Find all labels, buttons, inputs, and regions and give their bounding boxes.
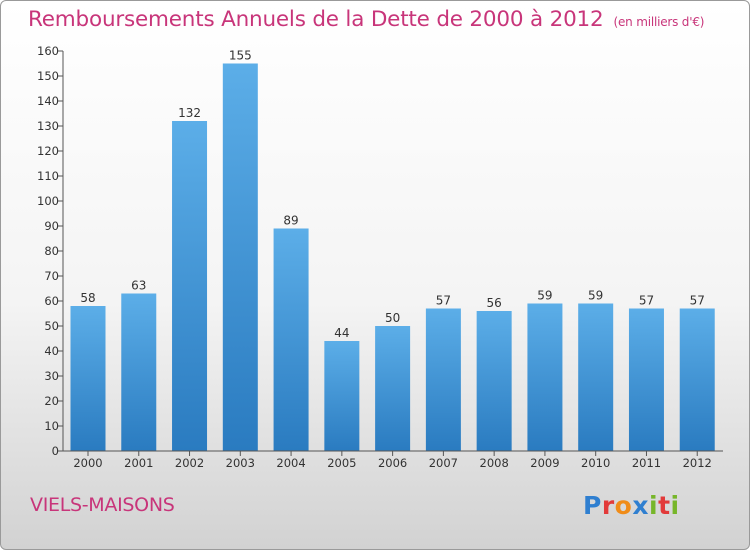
- x-tick-label: 2009: [530, 456, 559, 470]
- bar-2002: [172, 121, 208, 451]
- bar-2000: [70, 306, 106, 451]
- data-label: 57: [436, 294, 451, 308]
- bar-2012: [679, 308, 715, 451]
- y-tick-label: 0: [52, 444, 59, 458]
- logo-letter: x: [632, 491, 649, 520]
- y-tick-label: 50: [44, 319, 59, 333]
- x-tick-label: 2007: [429, 456, 458, 470]
- chart-title: Remboursements Annuels de la Dette de 20…: [28, 7, 704, 32]
- y-tick-label: 30: [44, 369, 59, 383]
- y-tick-label: 10: [44, 419, 59, 433]
- bar-2009: [527, 303, 563, 451]
- proxiti-logo: Proxiti: [583, 491, 680, 520]
- x-tick-label: 2004: [276, 456, 305, 470]
- data-label: 58: [80, 291, 95, 305]
- y-tick-label: 60: [44, 294, 59, 308]
- x-tick-label: 2006: [378, 456, 407, 470]
- logo-letter: r: [601, 491, 615, 520]
- logo-letter: P: [583, 491, 602, 520]
- data-label: 63: [131, 279, 146, 293]
- y-tick-label: 130: [37, 119, 59, 133]
- bar-2005: [324, 341, 360, 451]
- y-tick-label: 70: [44, 269, 59, 283]
- y-tick-label: 140: [37, 94, 59, 108]
- bar-2011: [628, 308, 664, 451]
- y-tick-label: 40: [44, 344, 59, 358]
- data-label: 89: [283, 214, 298, 228]
- bar-2004: [273, 228, 309, 451]
- x-tick-label: 2000: [73, 456, 102, 470]
- x-tick-label: 2011: [632, 456, 661, 470]
- y-tick-label: 150: [37, 69, 59, 83]
- logo-letter: t: [658, 491, 671, 520]
- bar-series: 58 63 132 155 89 44 50 57 56 59 59 57 57: [70, 49, 715, 451]
- y-axis: 0 10 20 30 40 50 60 70 80 90 100 110 120 130 140 150 160: [37, 44, 64, 458]
- data-label: 44: [334, 326, 349, 340]
- y-tick-label: 160: [37, 44, 59, 58]
- y-tick-label: 120: [37, 144, 59, 158]
- y-tick-label: 80: [44, 244, 59, 258]
- chart-title-text: Remboursements Annuels de la Dette de 20…: [28, 7, 604, 32]
- bar-2007: [425, 308, 461, 451]
- data-label: 56: [487, 296, 502, 310]
- bar-2010: [578, 303, 614, 451]
- y-tick-label: 90: [44, 219, 59, 233]
- data-label: 57: [690, 294, 705, 308]
- x-tick-label: 2010: [581, 456, 610, 470]
- logo-letter: o: [614, 491, 633, 520]
- x-tick-label: 2002: [175, 456, 204, 470]
- logo-letter: i: [649, 491, 659, 520]
- data-label: 59: [588, 289, 603, 303]
- x-tick-label: 2008: [480, 456, 509, 470]
- logo-letter: i: [670, 491, 680, 520]
- chart-unit: (en milliers d'€): [613, 15, 705, 29]
- x-tick-label: 2003: [226, 456, 255, 470]
- data-label: 59: [537, 289, 552, 303]
- y-tick-label: 110: [37, 169, 59, 183]
- x-axis: 2000 2001 2002 2003 2004 2005 2006 2007 2008 2009…: [63, 450, 723, 470]
- data-label: 50: [385, 311, 400, 325]
- town-name: VIELS-MAISONS: [30, 494, 175, 516]
- bar-2003: [222, 63, 258, 451]
- y-tick-label: 20: [44, 394, 59, 408]
- bar-2006: [375, 326, 411, 451]
- x-tick-label: 2012: [683, 456, 712, 470]
- x-tick-label: 2001: [124, 456, 153, 470]
- x-tick-label: 2005: [327, 456, 356, 470]
- y-tick-label: 100: [37, 194, 59, 208]
- data-label: 57: [639, 294, 654, 308]
- data-label: 155: [229, 49, 252, 63]
- data-label: 132: [178, 106, 201, 120]
- bar-2001: [121, 293, 157, 451]
- bar-2008: [476, 311, 512, 451]
